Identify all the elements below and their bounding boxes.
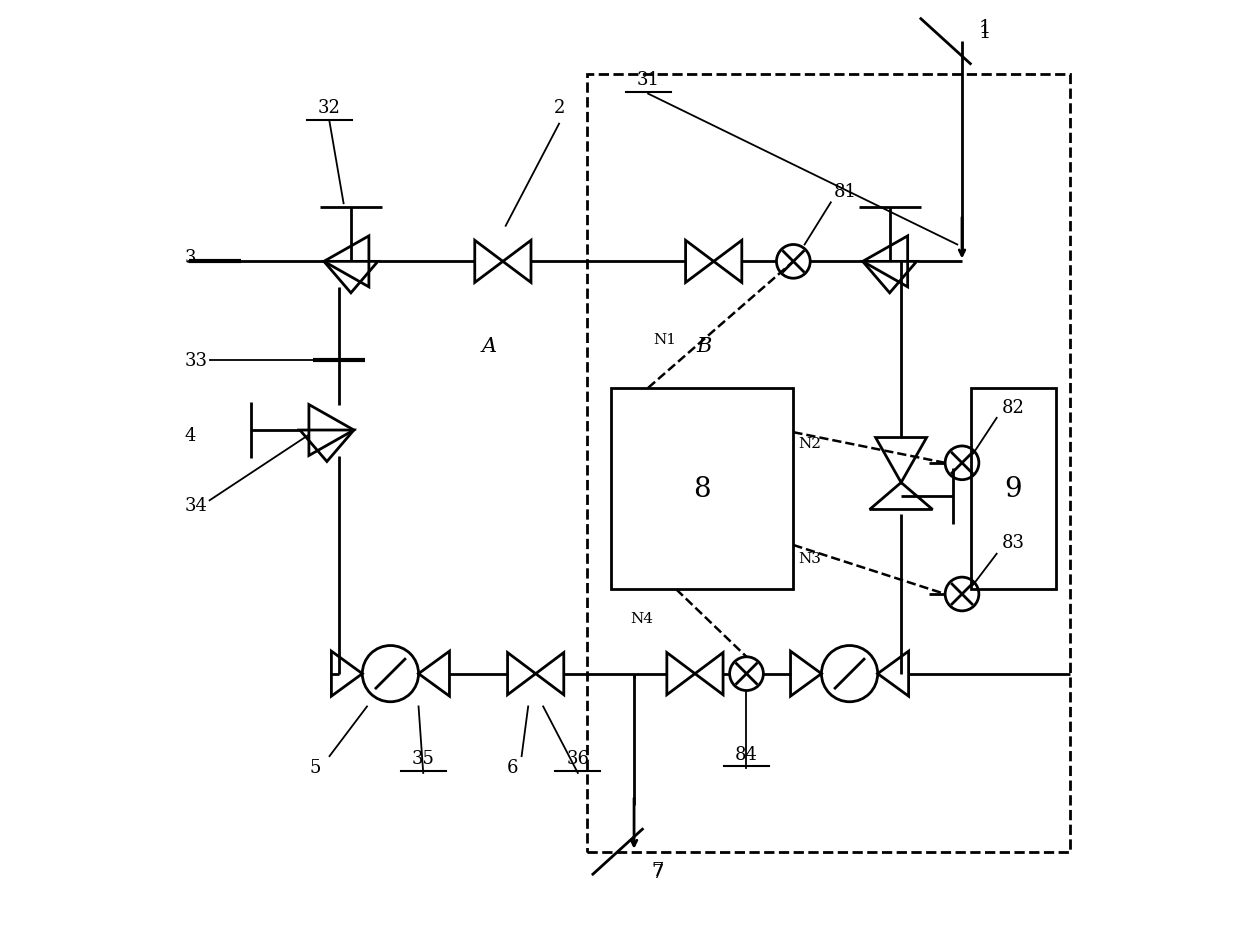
Text: 32: 32	[319, 99, 341, 117]
Text: 2: 2	[553, 99, 564, 117]
Text: 33: 33	[185, 351, 207, 370]
Text: A: A	[481, 337, 496, 356]
Text: B: B	[697, 337, 712, 356]
Text: 83: 83	[1002, 534, 1025, 552]
Text: 36: 36	[567, 750, 589, 768]
Text: 7: 7	[651, 861, 663, 879]
Text: 8: 8	[693, 475, 711, 503]
Text: 81: 81	[833, 183, 857, 201]
Text: N2: N2	[799, 436, 821, 450]
Text: 1: 1	[978, 19, 991, 37]
Text: N3: N3	[799, 551, 821, 565]
Text: 6: 6	[506, 758, 518, 777]
Text: 5: 5	[310, 758, 321, 777]
Text: 35: 35	[412, 750, 435, 768]
Text: 7: 7	[651, 863, 663, 881]
Bar	[971, 388, 1055, 590]
Text: 4: 4	[185, 426, 196, 445]
Text: 31: 31	[636, 71, 660, 89]
Text: 9: 9	[1004, 475, 1022, 503]
Bar	[588, 75, 1070, 852]
Text: 84: 84	[735, 745, 758, 763]
Text: 3: 3	[185, 248, 196, 267]
Text: 34: 34	[185, 496, 207, 515]
Bar	[610, 388, 794, 590]
Text: N1: N1	[652, 332, 676, 346]
Text: 82: 82	[1002, 398, 1025, 417]
Text: N4: N4	[630, 612, 652, 625]
Text: 1: 1	[978, 23, 991, 42]
